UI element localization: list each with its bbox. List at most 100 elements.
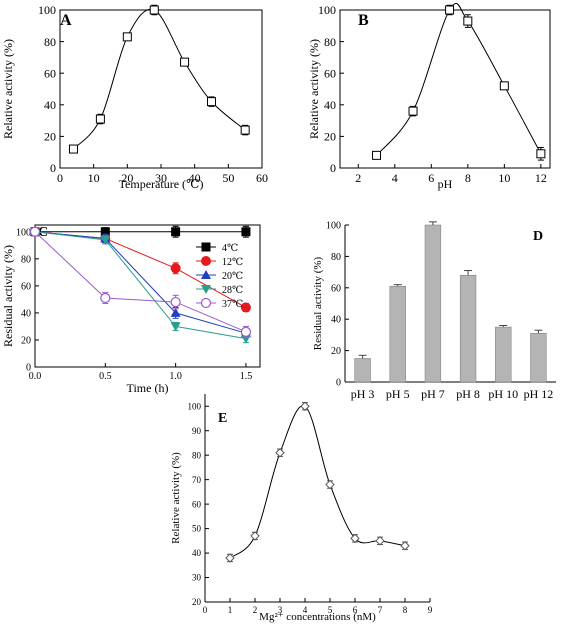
bar	[354, 358, 371, 383]
y-tick-label: 90	[192, 426, 202, 436]
data-point	[372, 150, 382, 160]
x-tick-label: 6	[353, 605, 358, 615]
x-tick-label: 50	[222, 171, 234, 185]
plot-frame	[34, 224, 261, 368]
panel-label: D	[533, 229, 543, 244]
bar	[424, 224, 442, 383]
x-tick-label: 30	[155, 171, 167, 185]
data-point	[225, 553, 235, 563]
x-tick-label: pH 12	[524, 387, 554, 401]
y-tick-label: 60	[324, 66, 336, 80]
x-tick-label: 4	[392, 171, 398, 185]
data-point	[445, 5, 455, 15]
plot-frame	[59, 9, 263, 169]
y-tick-label: 40	[331, 315, 341, 326]
y-tick-label: 40	[192, 548, 202, 558]
bar	[495, 326, 512, 383]
plot-frame	[339, 9, 551, 169]
legend-label: 20℃	[222, 271, 243, 282]
data-point	[68, 144, 78, 154]
y-tick-label: 100	[16, 227, 31, 238]
legend-marker	[200, 297, 212, 309]
x-tick-label: 10	[88, 171, 100, 185]
y-tick-label: 70	[192, 475, 202, 485]
legend-marker	[201, 285, 211, 294]
data-point	[149, 5, 159, 15]
series-line	[34, 231, 247, 308]
data-point	[375, 536, 385, 546]
y-tick-label: 40	[324, 98, 336, 112]
y-tick-label: 50	[192, 524, 202, 534]
legend-label: 28℃	[222, 285, 243, 296]
legend-marker	[201, 242, 211, 252]
x-tick-label: pH 10	[488, 387, 518, 401]
x-tick-label: 60	[256, 171, 268, 185]
series-line	[73, 8, 246, 150]
x-tick-label: 8	[403, 605, 408, 615]
y-tick-label: 60	[44, 66, 56, 80]
data-point	[240, 302, 251, 313]
bar	[530, 333, 547, 383]
x-tick-label: 2	[355, 171, 361, 185]
data-point	[275, 448, 285, 458]
y-axis-label: Residual activity (%)	[1, 245, 15, 347]
x-tick-label: 0	[57, 171, 63, 185]
data-point	[250, 531, 260, 541]
panel-c: 0 20 40 60 80 100 0.0 0.5 1.0 1.5 Time (h) Residual…	[1, 224, 261, 395]
data-point	[170, 263, 181, 274]
series-line	[376, 3, 542, 156]
y-tick-label: 20	[324, 130, 336, 144]
x-tick-label: 10	[498, 171, 510, 185]
series-line	[34, 231, 247, 333]
data-point	[408, 106, 418, 116]
x-tick-label: 12	[535, 171, 547, 185]
y-tick-label: 40	[44, 98, 56, 112]
y-tick-label: 0	[50, 161, 56, 175]
data-point	[29, 226, 41, 237]
legend-marker	[201, 256, 211, 266]
panel-label: A	[60, 12, 72, 29]
y-axis-label: Relative activity (%)	[1, 39, 15, 139]
data-point	[241, 227, 251, 237]
panel-b: 0 20 40 60 80 100 2 4 6 8 10 12 pH Relative activity …	[307, 3, 551, 191]
legend-label: 37℃	[222, 299, 243, 310]
panel-d: 0 20 40 60 80 100 pH 3 pH 5 pH 7 pH 8 pH 10 pH 12 Re…	[312, 221, 556, 401]
x-tick-label: pH 3	[351, 387, 375, 401]
x-tick-label: 1	[228, 605, 233, 615]
data-point	[180, 57, 190, 67]
y-axis-label: Residual activity (%)	[312, 256, 324, 350]
data-point	[122, 32, 132, 42]
x-axis-label: Temperature (℃)	[119, 177, 204, 191]
y-tick-label: 100	[318, 3, 336, 17]
y-tick-label: 80	[331, 252, 341, 263]
y-tick-label: 0	[330, 161, 336, 175]
data-point	[536, 149, 546, 159]
data-point	[400, 541, 410, 551]
y-tick-label: 80	[21, 254, 31, 265]
y-tick-label: 30	[192, 573, 202, 583]
y-tick-label: 60	[331, 283, 341, 294]
x-tick-label: 6	[428, 171, 434, 185]
x-tick-label: 20	[121, 171, 133, 185]
y-tick-label: 80	[44, 35, 56, 49]
y-tick-label: 100	[38, 3, 56, 17]
y-tick-label: 20	[21, 335, 31, 346]
x-tick-label: 1.5	[240, 371, 253, 382]
x-axis-label: Time (h)	[127, 381, 169, 395]
y-tick-label: 80	[324, 35, 336, 49]
bar	[389, 285, 406, 383]
y-axis-label: Relative activity (%)	[170, 452, 182, 544]
y-tick-label: 0	[26, 363, 31, 374]
data-point	[171, 227, 181, 237]
data-point	[170, 307, 181, 317]
series-line	[34, 231, 247, 340]
panel-label: B	[358, 12, 369, 29]
y-tick-label: 80	[192, 450, 202, 460]
data-point	[207, 97, 216, 107]
legend-label: 4℃	[222, 243, 238, 254]
data-point	[350, 533, 360, 544]
x-tick-label: 1.0	[169, 371, 182, 382]
x-tick-label: 3	[278, 605, 283, 615]
x-tick-label: 4	[303, 605, 308, 615]
